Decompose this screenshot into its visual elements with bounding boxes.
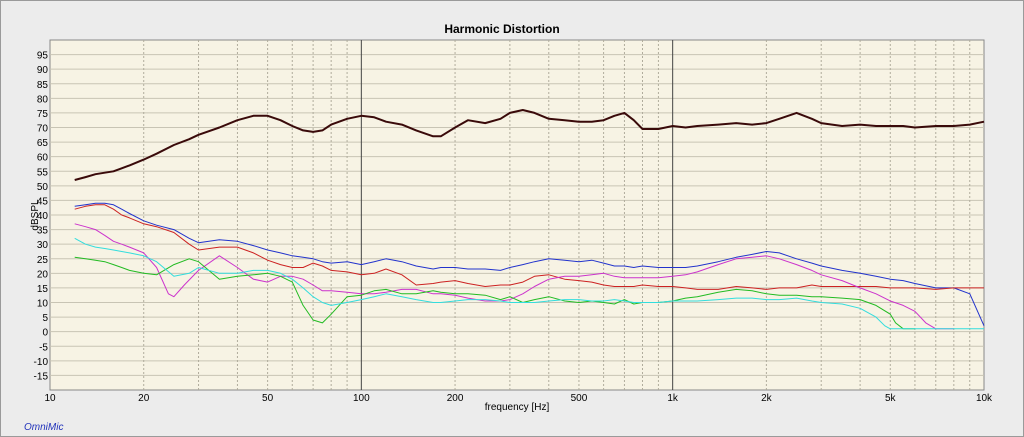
x-tick-label: 100 xyxy=(353,393,370,404)
x-tick-label: 10 xyxy=(44,393,56,404)
brand-label: OmniMic xyxy=(24,422,64,433)
y-tick-label: 95 xyxy=(37,51,49,62)
series-line-5 xyxy=(74,256,915,330)
y-tick-label: 90 xyxy=(37,65,49,76)
x-tick-label: 50 xyxy=(262,393,274,404)
x-tick-label: 500 xyxy=(571,393,588,404)
y-tick-label: 60 xyxy=(37,153,49,164)
x-tick-label: 2k xyxy=(761,393,773,404)
x-tick-label: 10k xyxy=(976,393,993,404)
y-tick-label: 10 xyxy=(37,299,49,310)
chart-title: Harmonic Distortion xyxy=(444,22,559,36)
y-tick-label: -15 xyxy=(34,371,49,382)
grid xyxy=(50,40,984,390)
y-tick-label: 50 xyxy=(37,182,49,193)
y-tick-label: -5 xyxy=(39,342,48,353)
y-tick-label: 35 xyxy=(37,226,49,237)
y-tick-label: 40 xyxy=(37,211,49,222)
y-tick-label: 15 xyxy=(37,284,49,295)
y-tick-label: -10 xyxy=(34,357,49,368)
series-line-1 xyxy=(74,109,985,181)
y-tick-label: 25 xyxy=(37,255,49,266)
y-axis-label: dBSPL xyxy=(30,199,41,231)
x-tick-label: 5k xyxy=(885,393,897,404)
y-tick-labels: 95908580757065605550454035302520151050-5… xyxy=(34,51,49,383)
y-tick-label: 70 xyxy=(37,124,49,135)
x-tick-labels: 10 20 50 100 200 500 1k 2k 5k 10k xyxy=(44,393,993,404)
y-tick-label: 5 xyxy=(42,313,48,324)
y-tick-label: 55 xyxy=(37,167,49,178)
x-tick-label: 20 xyxy=(138,393,150,404)
series-line-6 xyxy=(74,237,984,330)
y-tick-label: 20 xyxy=(37,269,49,280)
x-tick-label: 200 xyxy=(447,393,464,404)
series-group xyxy=(74,109,985,330)
x-axis-label: frequency [Hz] xyxy=(485,402,550,413)
series-line-2 xyxy=(74,202,985,327)
y-tick-label: 65 xyxy=(37,138,49,149)
y-tick-label: 45 xyxy=(37,196,49,207)
x-tick-label: 1k xyxy=(667,393,679,404)
y-tick-label: 0 xyxy=(42,328,48,339)
series-line-3 xyxy=(74,204,984,290)
y-tick-label: 80 xyxy=(37,94,49,105)
y-tick-label: 30 xyxy=(37,240,49,251)
y-tick-label: 75 xyxy=(37,109,49,120)
y-tick-label: 85 xyxy=(37,80,49,91)
